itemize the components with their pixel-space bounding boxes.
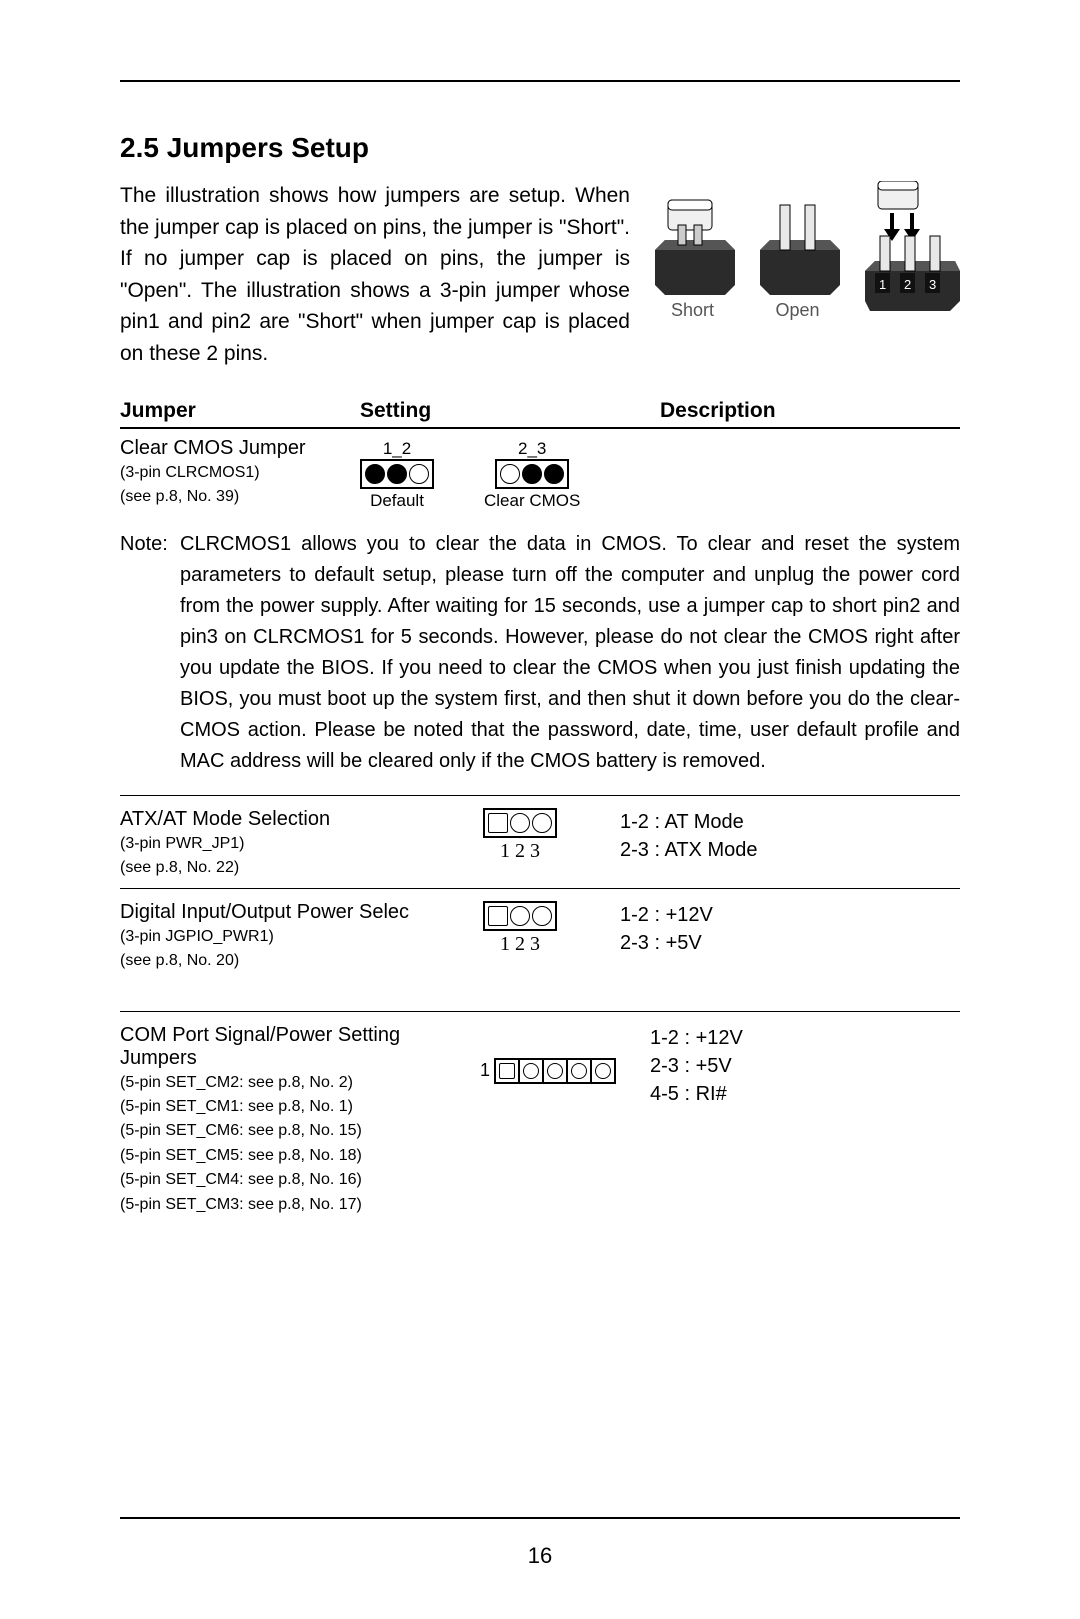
gpio-pin-numbers: 1 2 3 — [500, 933, 540, 956]
note-block: Note: CLRCMOS1 allows you to clear the d… — [120, 529, 960, 777]
setting-default-diagram: 1_2 Default — [360, 437, 434, 511]
three-pin-jumper-icon: 1 2 3 — [860, 181, 960, 321]
note-label: Note: — [120, 529, 180, 777]
com-sub-0: (5-pin SET_CM2: see p.8, No. 2) — [120, 1072, 480, 1094]
atx-desc: 1-2 : AT Mode 2-3 : ATX Mode — [620, 808, 960, 864]
com-sub-4: (5-pin SET_CM4: see p.8, No. 16) — [120, 1169, 480, 1191]
row-atx: ATX/AT Mode Selection (3-pin PWR_JP1) (s… — [120, 795, 960, 880]
section-number: 2.5 — [120, 132, 159, 163]
header-setting: Setting — [360, 399, 660, 423]
setting-clear-bot: Clear CMOS — [484, 491, 580, 511]
setting-clear-diagram: 2_3 Clear CMOS — [484, 437, 580, 511]
atx-jumper-cell: ATX/AT Mode Selection (3-pin PWR_JP1) (s… — [120, 808, 420, 880]
setting-default-top: 1_2 — [383, 439, 411, 459]
svg-text:3: 3 — [929, 277, 936, 292]
com-sub-2: (5-pin SET_CM6: see p.8, No. 15) — [120, 1120, 480, 1142]
svg-text:1: 1 — [879, 277, 886, 292]
setting-clear-top: 2_3 — [518, 439, 546, 459]
intro-row: The illustration shows how jumpers are s… — [120, 180, 960, 369]
setting-default-bot: Default — [370, 491, 424, 511]
com-5pin-diagram — [494, 1058, 616, 1084]
short-jumper-icon — [650, 180, 735, 300]
com-desc2: 2-3 : +5V — [650, 1052, 960, 1080]
header-description: Description — [660, 399, 960, 423]
com-desc1: 1-2 : +12V — [650, 1024, 960, 1052]
gpio-sub1: (3-pin JGPIO_PWR1) — [120, 926, 420, 948]
header-jumper: Jumper — [120, 399, 360, 423]
open-jumper-icon — [755, 180, 840, 300]
top-rule — [120, 80, 960, 82]
com-desc3: 4-5 : RI# — [650, 1080, 960, 1108]
table-header: Jumper Setting Description — [120, 399, 960, 429]
atx-name: ATX/AT Mode Selection — [120, 808, 420, 831]
short-label: Short — [671, 300, 714, 321]
atx-desc1: 1-2 : AT Mode — [620, 808, 960, 836]
com-name: COM Port Signal/Power Setting Jumpers — [120, 1024, 480, 1070]
section-heading: Jumpers Setup — [167, 132, 369, 163]
row-gpio: Digital Input/Output Power Selec (3-pin … — [120, 888, 960, 973]
illus-open: Open — [755, 180, 840, 321]
clear-cmos-setting: 1_2 Default 2_3 Clear CMOS — [360, 437, 660, 511]
section-title: 2.5 Jumpers Setup — [120, 132, 960, 164]
com-sub-3: (5-pin SET_CM5: see p.8, No. 18) — [120, 1145, 480, 1167]
com-sub-5: (5-pin SET_CM3: see p.8, No. 17) — [120, 1194, 480, 1216]
intro-text: The illustration shows how jumpers are s… — [120, 180, 630, 369]
gpio-desc: 1-2 : +12V 2-3 : +5V — [620, 901, 960, 957]
note-body: CLRCMOS1 allows you to clear the data in… — [180, 529, 960, 777]
atx-pin-numbers: 1 2 3 — [500, 840, 540, 863]
com-desc: 1-2 : +12V 2-3 : +5V 4-5 : RI# — [650, 1024, 960, 1108]
page: 2.5 Jumpers Setup The illustration shows… — [0, 0, 1080, 1619]
atx-sub2: (see p.8, No. 22) — [120, 857, 420, 879]
row-com: COM Port Signal/Power Setting Jumpers (5… — [120, 1011, 960, 1216]
atx-desc2: 2-3 : ATX Mode — [620, 836, 960, 864]
clear-cmos-jumper-cell: Clear CMOS Jumper (3-pin CLRCMOS1) (see … — [120, 437, 360, 509]
com-sub-1: (5-pin SET_CM1: see p.8, No. 1) — [120, 1096, 480, 1118]
illus-3pin: 1 2 3 — [860, 181, 960, 321]
gpio-desc2: 2-3 : +5V — [620, 929, 960, 957]
gpio-sub2: (see p.8, No. 20) — [120, 950, 420, 972]
com-jumper-cell: COM Port Signal/Power Setting Jumpers (5… — [120, 1024, 480, 1216]
gpio-name: Digital Input/Output Power Selec — [120, 901, 420, 924]
jumper-illustration: Short Open — [650, 180, 960, 321]
clear-cmos-sub1: (3-pin CLRCMOS1) — [120, 462, 360, 484]
com-pin1-label: 1 — [480, 1060, 490, 1081]
row-clear-cmos: Clear CMOS Jumper (3-pin CLRCMOS1) (see … — [120, 429, 960, 511]
illus-short: Short — [650, 180, 735, 321]
clear-cmos-sub2: (see p.8, No. 39) — [120, 486, 360, 508]
clear-cmos-name: Clear CMOS Jumper — [120, 437, 360, 460]
svg-text:2: 2 — [904, 277, 911, 292]
bottom-rule — [120, 1517, 960, 1519]
gpio-jumper-cell: Digital Input/Output Power Selec (3-pin … — [120, 901, 420, 973]
atx-sub1: (3-pin PWR_JP1) — [120, 833, 420, 855]
com-setting: 1 — [480, 1024, 650, 1084]
gpio-setting: 1 2 3 — [420, 901, 620, 956]
spacer — [120, 973, 960, 1003]
page-number: 16 — [0, 1543, 1080, 1569]
open-label: Open — [775, 300, 819, 321]
gpio-desc1: 1-2 : +12V — [620, 901, 960, 929]
atx-setting: 1 2 3 — [420, 808, 620, 863]
